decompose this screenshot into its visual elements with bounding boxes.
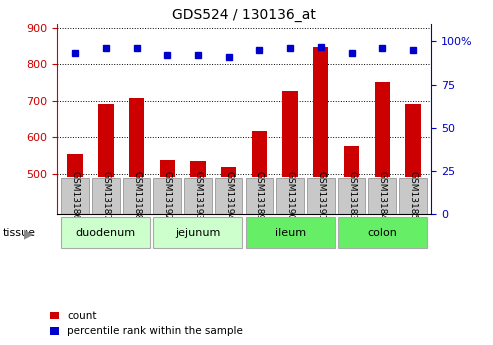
Text: GSM13183: GSM13183 xyxy=(347,171,356,220)
Legend: count, percentile rank within the sample: count, percentile rank within the sample xyxy=(50,311,243,336)
Text: ▶: ▶ xyxy=(24,227,34,240)
Text: GSM13190: GSM13190 xyxy=(285,171,295,220)
Title: GDS524 / 130136_at: GDS524 / 130136_at xyxy=(172,8,316,22)
Text: GSM13188: GSM13188 xyxy=(132,171,141,220)
Text: jejunum: jejunum xyxy=(176,228,221,238)
Bar xyxy=(313,47,328,177)
FancyBboxPatch shape xyxy=(153,178,181,214)
Bar xyxy=(405,104,421,177)
FancyBboxPatch shape xyxy=(123,178,150,214)
Bar xyxy=(246,217,335,248)
Text: GSM13192: GSM13192 xyxy=(163,171,172,220)
Text: GSM13189: GSM13189 xyxy=(255,171,264,220)
Text: GSM13187: GSM13187 xyxy=(102,171,110,220)
Text: GSM13191: GSM13191 xyxy=(317,171,325,220)
Bar xyxy=(375,82,390,177)
Bar xyxy=(98,104,113,177)
FancyBboxPatch shape xyxy=(399,178,427,214)
Bar xyxy=(221,167,236,177)
Bar xyxy=(252,131,267,177)
Bar xyxy=(338,217,427,248)
Text: ileum: ileum xyxy=(275,228,306,238)
FancyBboxPatch shape xyxy=(276,178,304,214)
FancyBboxPatch shape xyxy=(368,178,396,214)
Bar xyxy=(282,90,298,177)
Bar xyxy=(61,217,150,248)
Text: duodenum: duodenum xyxy=(76,228,136,238)
Bar xyxy=(57,177,431,214)
Bar xyxy=(160,160,175,177)
Text: tissue: tissue xyxy=(2,228,35,238)
Text: colon: colon xyxy=(367,228,397,238)
FancyBboxPatch shape xyxy=(61,178,89,214)
Text: GSM13186: GSM13186 xyxy=(70,171,80,220)
Bar xyxy=(153,217,243,248)
FancyBboxPatch shape xyxy=(307,178,335,214)
FancyBboxPatch shape xyxy=(338,178,365,214)
Text: GSM13194: GSM13194 xyxy=(224,171,233,220)
FancyBboxPatch shape xyxy=(184,178,212,214)
Bar xyxy=(190,161,206,177)
Bar xyxy=(344,146,359,177)
Bar xyxy=(68,154,83,177)
Text: GSM13193: GSM13193 xyxy=(193,171,203,220)
Text: GSM13185: GSM13185 xyxy=(408,171,418,220)
FancyBboxPatch shape xyxy=(246,178,273,214)
FancyBboxPatch shape xyxy=(92,178,120,214)
FancyBboxPatch shape xyxy=(215,178,243,214)
Bar xyxy=(129,98,144,177)
Text: GSM13184: GSM13184 xyxy=(378,171,387,220)
